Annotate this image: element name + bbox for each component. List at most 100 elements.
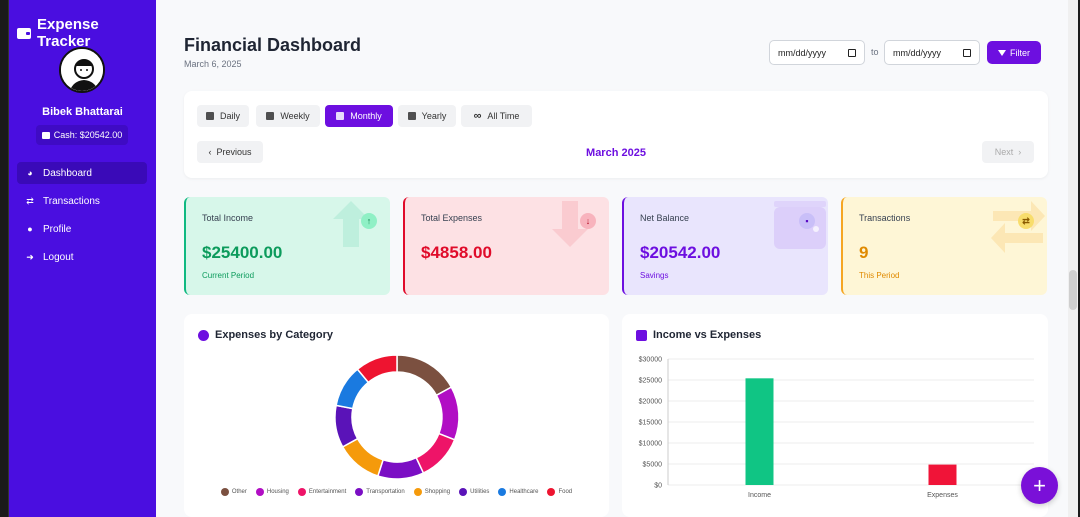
legend-item[interactable]: Healthcare xyxy=(498,488,538,496)
legend-label: Housing xyxy=(266,489,289,495)
legend-swatch xyxy=(413,488,422,496)
tab-label: Yearly xyxy=(421,111,447,121)
legend-label: Healthcare xyxy=(509,489,539,495)
stat-value: $25400.00 xyxy=(202,243,283,262)
tab-daily[interactable]: Daily xyxy=(197,105,249,127)
donut-chart xyxy=(334,354,460,480)
exchange-icon: ⇄ xyxy=(1018,213,1034,229)
money-icon xyxy=(41,131,50,139)
chevron-right-icon: › xyxy=(1018,147,1022,157)
stat-card-income: Total Income ↑ $25400.00 Current Period xyxy=(184,197,390,295)
legend-swatch xyxy=(297,488,306,496)
tab-yearly[interactable]: Yearly xyxy=(398,105,456,127)
bar-income[interactable] xyxy=(745,378,774,485)
donut-slice-transportation[interactable] xyxy=(376,456,425,480)
donut-slice-entertainment[interactable] xyxy=(415,432,456,475)
exchange-icon: ⇄ xyxy=(26,195,34,206)
current-period: March 2025 xyxy=(586,147,646,159)
stat-sub: Current Period xyxy=(202,271,255,280)
stat-label: Net Balance xyxy=(640,213,690,223)
stat-card-balance: Net Balance ▪ $20542.00 Savings xyxy=(622,197,828,295)
previous-label: Previous xyxy=(216,147,252,157)
chevron-left-icon: ‹ xyxy=(208,147,212,157)
user-icon: ● xyxy=(27,223,33,234)
arrow-down-icon xyxy=(552,201,588,247)
legend-label: Entertainment xyxy=(308,489,347,495)
chart-title-text: Expenses by Category xyxy=(215,329,333,341)
y-tick-label: $10000 xyxy=(639,441,662,448)
sidebar-item-profile[interactable]: ● Profile xyxy=(17,218,147,240)
bar-expenses[interactable] xyxy=(928,464,957,485)
scrollbar[interactable] xyxy=(1068,0,1078,517)
tab-label: All Time xyxy=(487,111,520,121)
sidebar-nav: ◕ Dashboard ⇄ Transactions ● Profile ➜ L… xyxy=(17,162,147,274)
logout-icon: ➜ xyxy=(26,251,34,262)
next-button[interactable]: Next › xyxy=(982,141,1034,163)
calendar-icon xyxy=(407,112,416,120)
tab-label: Daily xyxy=(219,111,240,121)
tab-monthly[interactable]: Monthly xyxy=(325,105,393,127)
cash-label: Cash: $20542.00 xyxy=(53,130,123,140)
y-tick-label: $0 xyxy=(654,483,662,490)
calendar-icon[interactable] xyxy=(848,48,856,57)
legend-item[interactable]: Food xyxy=(547,488,572,496)
chart-pie-icon xyxy=(198,329,209,341)
add-transaction-button[interactable]: + xyxy=(1021,467,1058,504)
legend-item[interactable]: Transportation xyxy=(355,488,405,496)
scrollbar-thumb[interactable] xyxy=(1069,270,1077,310)
sidebar-item-label: Transactions xyxy=(43,195,100,207)
legend-item[interactable]: Utilities xyxy=(459,488,489,496)
legend-item[interactable]: Housing xyxy=(255,488,289,496)
date-from-placeholder: mm/dd/yyyy xyxy=(778,47,827,58)
sidebar: Expense Tracker Bibek Bhattarai Cash: $2… xyxy=(9,0,156,517)
stat-label: Total Income xyxy=(202,213,254,223)
calendar-icon xyxy=(205,112,214,120)
filter-icon xyxy=(998,49,1006,56)
stat-sub: Savings xyxy=(640,271,669,280)
date-to-placeholder: mm/dd/yyyy xyxy=(893,47,942,58)
y-tick-label: $20000 xyxy=(639,399,662,406)
legend-swatch xyxy=(220,488,229,496)
previous-button[interactable]: ‹ Previous xyxy=(197,141,263,163)
sidebar-item-dashboard[interactable]: ◕ Dashboard xyxy=(17,162,147,184)
donut-slice-utilities[interactable] xyxy=(334,404,359,448)
sidebar-item-logout[interactable]: ➜ Logout xyxy=(17,246,147,268)
legend-item[interactable]: Entertainment xyxy=(297,488,347,496)
date-to-input[interactable]: mm/dd/yyyy xyxy=(884,40,980,65)
stat-value: $20542.00 xyxy=(640,243,721,262)
chart-title: Expenses by Category xyxy=(198,329,333,341)
avatar xyxy=(59,47,105,93)
tab-weekly[interactable]: Weekly xyxy=(256,105,320,127)
income-vs-expenses-card: Income vs Expenses $0 $5000 $10000 $15000 $2… xyxy=(622,314,1048,517)
y-tick-label: $15000 xyxy=(639,420,662,427)
legend-label: Utilities xyxy=(470,489,490,495)
calendar-alt-icon xyxy=(336,112,345,120)
donut-slice-housing[interactable] xyxy=(435,386,460,441)
chart-bar-icon xyxy=(636,329,647,341)
calendar-icon[interactable] xyxy=(963,48,971,57)
legend-swatch xyxy=(547,488,556,496)
y-tick-label: $30000 xyxy=(639,357,662,364)
donut-slice-other[interactable] xyxy=(396,354,453,397)
tab-all-time[interactable]: ∞ All Time xyxy=(461,105,532,127)
sidebar-item-label: Profile xyxy=(43,223,72,235)
page-date: March 6, 2025 xyxy=(184,59,242,69)
donut-slice-food[interactable] xyxy=(356,354,398,384)
plus-icon: + xyxy=(1033,472,1046,498)
y-tick-label: $5000 xyxy=(643,462,663,469)
stat-card-transactions: Transactions ⇄ 9 This Period xyxy=(841,197,1047,295)
exchange-icon xyxy=(991,201,1045,253)
date-from-input[interactable]: mm/dd/yyyy xyxy=(769,40,865,65)
sidebar-item-transactions[interactable]: ⇄ Transactions xyxy=(17,190,147,212)
legend-item[interactable]: Other xyxy=(220,488,247,496)
filter-button[interactable]: Filter xyxy=(987,41,1041,64)
filter-label: Filter xyxy=(1010,47,1030,58)
legend-item[interactable]: Shopping xyxy=(413,488,450,496)
legend-label: Food xyxy=(558,489,573,495)
legend-swatch xyxy=(459,488,468,496)
cash-badge: Cash: $20542.00 xyxy=(36,125,128,145)
brand[interactable]: Expense Tracker xyxy=(9,0,156,50)
stat-card-expenses: Total Expenses ↓ $4858.00 xyxy=(403,197,609,295)
user-avatar-icon xyxy=(61,49,103,91)
legend-swatch xyxy=(498,488,507,496)
